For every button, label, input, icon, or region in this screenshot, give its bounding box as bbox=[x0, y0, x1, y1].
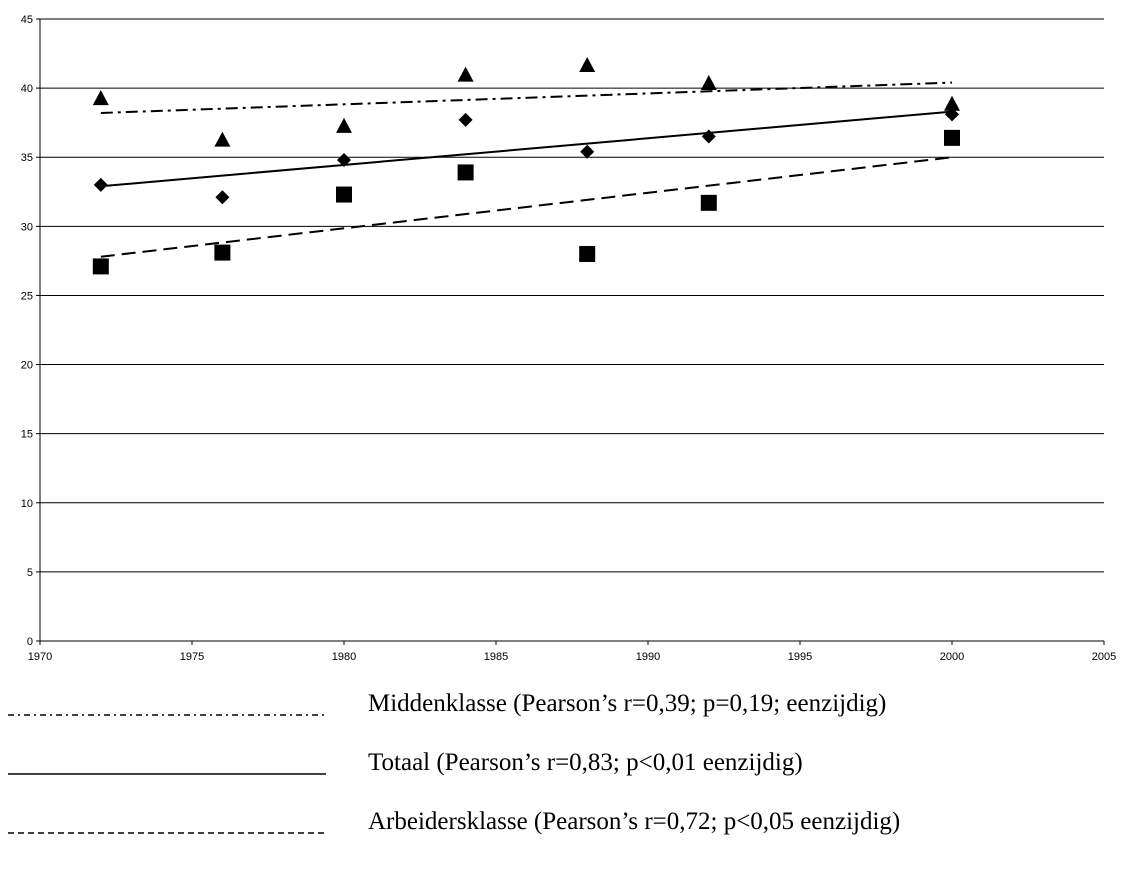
data-point-triangle bbox=[214, 131, 231, 147]
legend-label-square: Arbeidersklasse (Pearson’s r=0,72; p<0,0… bbox=[368, 808, 900, 835]
y-tick-label: 5 bbox=[27, 567, 33, 579]
legend-label-triangle: Middenklasse (Pearson’s r=0,39; p=0,19; … bbox=[368, 690, 886, 717]
data-point-diamond bbox=[945, 107, 959, 122]
data-point-triangle bbox=[336, 117, 352, 133]
data-point-diamond bbox=[93, 177, 108, 192]
data-points bbox=[92, 56, 960, 275]
y-tick-label: 0 bbox=[27, 636, 33, 648]
trend-lines bbox=[100, 81, 953, 258]
y-tick-label: 10 bbox=[21, 498, 33, 510]
data-point-square bbox=[214, 244, 231, 261]
data-point-square bbox=[700, 194, 717, 211]
data-point-diamond bbox=[458, 112, 473, 127]
tick-labels: 0 5 10 15 20 25 30 35 40 45 1970 1975 1980 1985 1990 19… bbox=[21, 14, 1116, 663]
data-point-square bbox=[92, 258, 109, 275]
trend-line-triangle bbox=[100, 81, 953, 114]
y-tick-label: 40 bbox=[21, 83, 33, 95]
legend-label-diamond: Totaal (Pearson’s r=0,83; p<0,01 eenzijd… bbox=[368, 749, 803, 776]
axes bbox=[36, 18, 1105, 645]
data-point-diamond bbox=[215, 190, 230, 205]
x-tick-label: 2005 bbox=[1092, 651, 1116, 663]
x-tick-label: 1990 bbox=[636, 651, 660, 663]
data-point-triangle bbox=[579, 56, 596, 72]
trend-line-diamond bbox=[100, 110, 953, 188]
data-point-diamond bbox=[701, 129, 716, 144]
trend-line-square bbox=[100, 156, 953, 258]
data-point-triangle bbox=[92, 90, 109, 106]
x-tick-label: 1975 bbox=[180, 651, 204, 663]
y-tick-label: 20 bbox=[21, 360, 33, 372]
y-tick-label: 15 bbox=[21, 429, 33, 441]
data-point-diamond bbox=[580, 144, 595, 159]
data-point-square bbox=[944, 129, 960, 146]
data-point-triangle bbox=[457, 66, 474, 82]
data-point-triangle bbox=[700, 74, 717, 90]
x-tick-label: 2000 bbox=[940, 651, 964, 663]
data-point-diamond bbox=[337, 152, 351, 167]
data-point-square bbox=[579, 245, 596, 262]
x-tick-label: 1980 bbox=[332, 651, 356, 663]
data-point-square bbox=[336, 186, 352, 203]
x-tick-label: 1985 bbox=[484, 651, 508, 663]
data-point-square bbox=[457, 164, 474, 181]
gridlines bbox=[40, 18, 1104, 573]
legend: Middenklasse (Pearson’s r=0,39; p=0,19; … bbox=[8, 690, 900, 835]
y-tick-label: 35 bbox=[21, 152, 33, 164]
y-tick-label: 45 bbox=[21, 14, 33, 26]
y-tick-label: 30 bbox=[21, 221, 33, 233]
data-point-triangle bbox=[944, 95, 960, 111]
x-tick-label: 1970 bbox=[28, 651, 52, 663]
x-tick-label: 1995 bbox=[788, 651, 812, 663]
y-tick-label: 25 bbox=[21, 290, 33, 302]
